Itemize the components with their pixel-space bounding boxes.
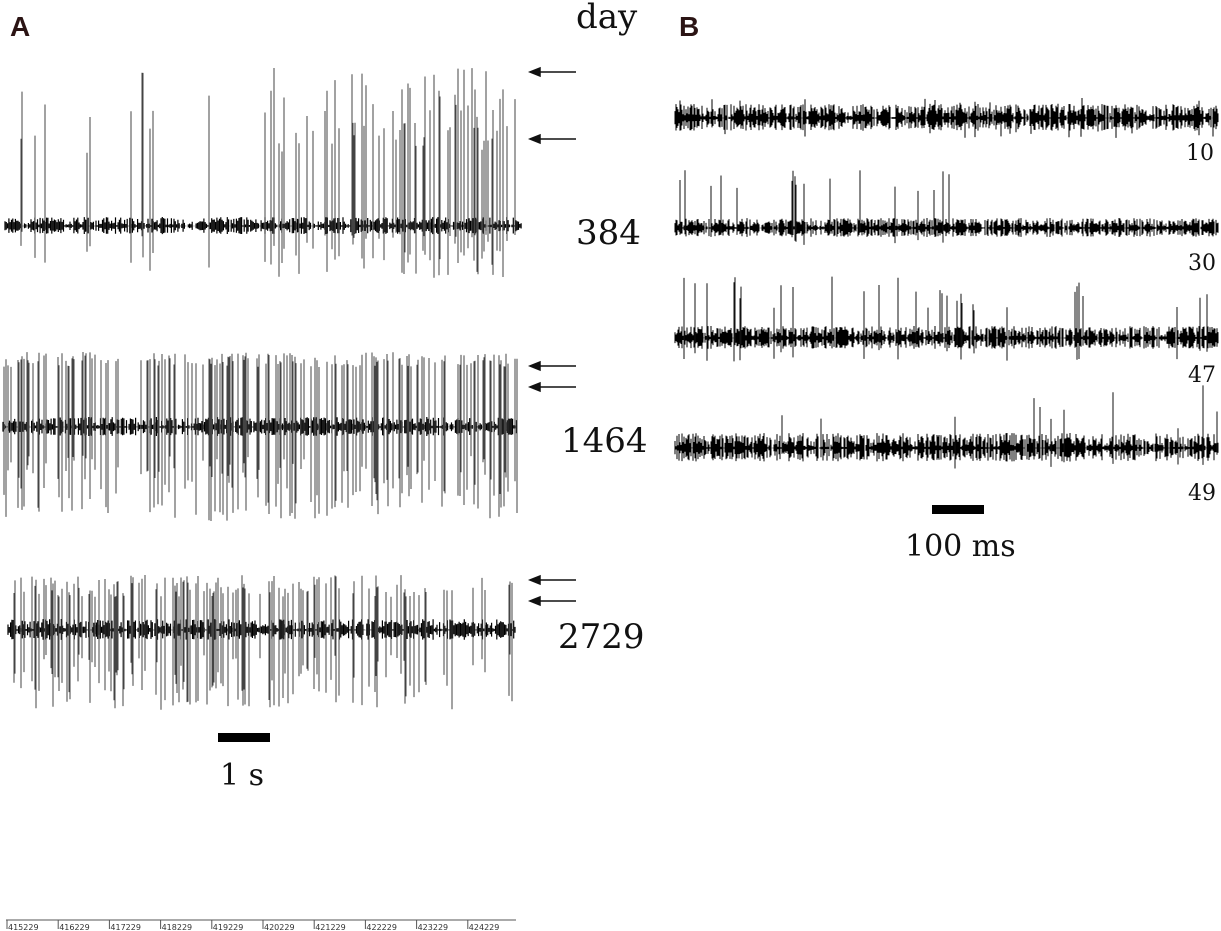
timeline-tick-label: 423229 [418,923,449,931]
arrow-icon [527,595,576,607]
trace-a-label-384: 384 [576,213,641,253]
timeline-tick-label: 418229 [162,923,193,931]
trace-a-label-1464: 1464 [561,421,648,461]
noise-band [674,433,1219,462]
timeline-tick-label: 420229 [264,923,295,931]
trace-b-day-47 [674,276,1219,362]
noise-band [674,218,1219,237]
spike-train [13,575,513,710]
timeline-tick-label: 419229 [213,923,244,931]
panel-a-letter: A [10,11,30,42]
spike-train [781,385,1218,469]
timeline-tick-label: 417229 [110,923,141,931]
trace-b-label-49: 49 [1188,481,1216,506]
scale-bar-a [218,733,270,742]
trace-a-day-2729 [7,575,516,710]
arrow-icon [527,66,576,78]
arrow-icon [527,381,576,393]
timeline-tick-label: 422229 [366,923,397,931]
scale-bar-a-label: 1 s [220,758,264,793]
trace-b-label-30: 30 [1188,251,1216,276]
timeline-tick-label: 416229 [59,923,90,931]
trace-b-label-10: 10 [1186,141,1214,166]
timeline-tick-label: 415229 [8,923,39,931]
spike-train [20,68,516,278]
threshold-arrows [527,66,576,607]
arrow-icon [527,574,576,586]
scale-bar-b-label: 100 ms [905,529,1016,564]
timeline-tick-label: 421229 [315,923,346,931]
panel-b-letter: B [679,11,699,42]
trace-b-day-10 [674,98,1219,138]
spike-train [679,170,950,245]
timeline-axis: 415229 416229 417229 418229 419229 420229 4212… [6,919,516,931]
trace-a-label-2729: 2729 [558,617,645,657]
arrow-icon [527,360,576,372]
noise-band [7,619,516,640]
trace-b-day-30 [674,170,1219,245]
spike-train [683,276,1208,362]
trace-b-label-47: 47 [1188,363,1216,388]
spike-train [679,98,1214,138]
scale-bar-b [932,505,984,514]
noise-band [674,104,1219,131]
trace-b-day-49 [674,385,1219,469]
noise-band [2,417,518,436]
day-header: day [576,0,638,37]
noise-band [4,217,522,235]
spike-train [3,352,518,521]
trace-a-day-384 [4,68,522,278]
timeline-tick-label: 424229 [469,923,500,931]
trace-a-day-1464 [2,352,518,521]
arrow-icon [527,133,576,145]
